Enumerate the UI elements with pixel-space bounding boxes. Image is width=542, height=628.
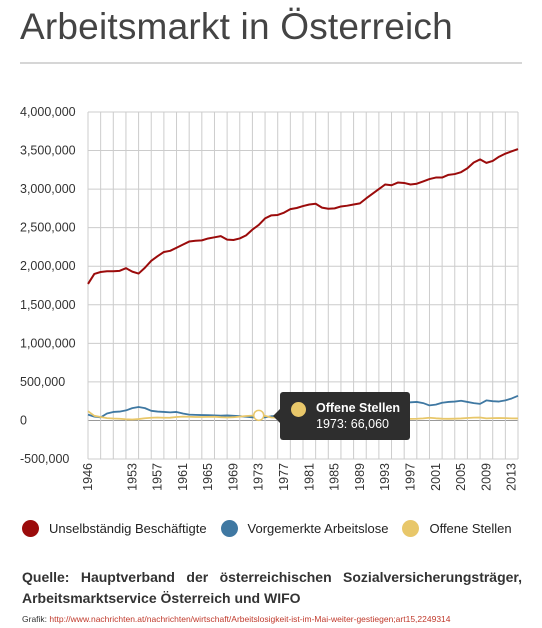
series-line-1 [87, 148, 519, 285]
y-tick-label: 1,500,000 [20, 298, 76, 312]
y-tick-label: 2,000,000 [20, 259, 76, 273]
title-divider [20, 62, 522, 64]
y-tick-label: 1,000,000 [20, 336, 76, 350]
y-tick-label: -500,000 [20, 452, 69, 466]
x-tick-label: 1993 [378, 463, 392, 491]
legend-item-unemployed[interactable]: Vorgemerkte Arbeitslose [220, 519, 389, 537]
graphic-credit: Grafik: http://www.nachrichten.at/nachri… [22, 614, 532, 624]
legend-label-unemployed: Vorgemerkte Arbeitslose [247, 520, 389, 536]
x-tick-label: 1977 [277, 463, 291, 491]
x-tick-label: 1985 [328, 463, 342, 491]
x-tick-label: 1981 [302, 463, 316, 491]
legend-item-employed[interactable]: Unselbständig Beschäftigte [22, 519, 207, 537]
y-tick-label: 0 [20, 413, 27, 427]
x-tick-label: 1953 [125, 463, 139, 491]
x-tick-label: 1965 [201, 463, 215, 491]
x-tick-label: 1989 [353, 463, 367, 491]
legend-dot-unemployed [220, 519, 238, 537]
legend-item-vacancies[interactable]: Offene Stellen [402, 519, 512, 537]
legend-dot-vacancies [402, 519, 420, 537]
y-tick-label: 500,000 [20, 375, 65, 389]
x-tick-label: 1997 [404, 463, 418, 491]
x-tick-label: 1961 [176, 463, 190, 491]
tooltip-series-dot [291, 402, 306, 417]
x-tick-label: 2005 [454, 463, 468, 491]
x-tick-label: 1973 [252, 463, 266, 491]
credit-link[interactable]: http://www.nachrichten.at/nachrichten/wi… [49, 614, 451, 624]
y-tick-label: 2,500,000 [20, 221, 76, 235]
x-tick-label: 2013 [505, 463, 519, 491]
line-chart: 4,000,000 3,500,000 3,000,000 2,500,000 2,00… [20, 105, 519, 491]
legend-label-employed: Unselbständig Beschäftigte [49, 520, 207, 536]
hover-point-marker [252, 409, 265, 422]
tooltip-series-name: Offene Stellen [316, 401, 401, 415]
x-tick-label: 1969 [226, 463, 240, 491]
chart-legend: Unselbständig Beschäftigte Vorgemerkte A… [22, 517, 526, 539]
x-tick-label: 2001 [429, 463, 443, 491]
x-tick-label: 1946 [81, 463, 95, 491]
tooltip-value: 1973: 66,060 [316, 417, 389, 431]
legend-label-vacancies: Offene Stellen [429, 520, 512, 536]
data-tooltip: Offene Stellen 1973: 66,060 [273, 392, 410, 440]
y-tick-label: 3,500,000 [20, 144, 76, 158]
legend-dot-employed [22, 519, 39, 537]
credit-prefix: Grafik: [22, 614, 48, 624]
y-tick-label: 4,000,000 [20, 105, 76, 119]
y-tick-label: 3,000,000 [20, 182, 76, 196]
page-title: Arbeitsmarkt in Österreich [20, 6, 453, 47]
x-tick-label: 1957 [151, 463, 165, 491]
x-tick-label: 2009 [479, 463, 493, 491]
source-note: Quelle: Hauptverband der österreichische… [22, 569, 522, 606]
